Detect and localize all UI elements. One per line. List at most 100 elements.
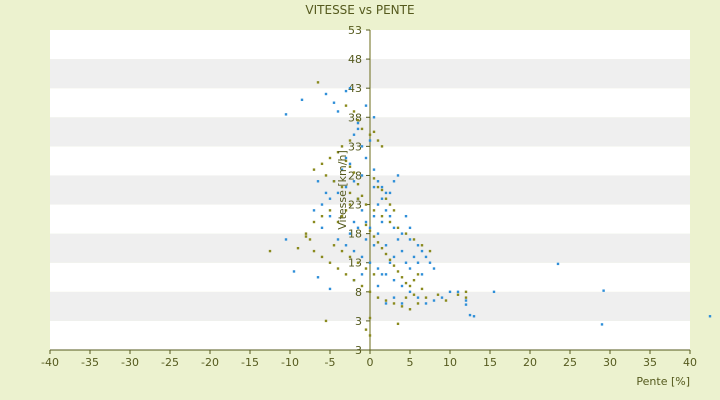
data-point [416,273,420,276]
data-point [400,284,404,288]
data-point [416,302,420,305]
data-point [356,197,360,200]
data-point [384,302,388,305]
data-point [416,244,420,247]
data-point [348,203,352,206]
data-point [388,261,392,264]
data-point [364,156,368,160]
data-point [340,145,344,148]
y-tick-label: 53 [348,24,362,37]
data-point [356,118,360,122]
data-point [408,308,412,311]
data-point [384,197,388,200]
data-point [360,127,364,131]
data-point [396,238,400,241]
data-point [400,276,404,279]
data-point [392,226,396,230]
data-point [324,174,328,177]
data-point [356,261,360,264]
x-tick-label: 40 [683,356,697,369]
data-point [316,180,320,183]
data-point [368,334,372,337]
x-tick-label: -5 [325,356,336,369]
data-point [344,273,348,276]
data-point [384,252,388,256]
data-point [356,127,360,131]
data-point [420,287,424,291]
x-tick-label: 10 [443,356,457,369]
data-point [404,261,408,264]
data-point [376,267,380,270]
data-point [352,133,356,136]
data-point [336,150,340,154]
x-tick-label: 15 [483,356,497,369]
data-point [420,244,424,247]
x-tick-label: -20 [201,356,219,369]
y-tick-label: 43 [348,82,362,95]
data-point [388,203,392,206]
y-tick-label: 8 [355,286,362,299]
data-point [416,296,420,299]
data-point [372,130,376,134]
data-point [404,232,408,235]
data-point [380,188,384,192]
data-point [368,316,372,320]
data-point [328,214,332,218]
data-point [456,290,460,294]
data-point [424,255,428,259]
data-point [360,194,364,198]
data-point [304,232,308,235]
data-point [336,110,340,113]
data-point [364,267,368,270]
data-point [344,185,348,189]
data-point [328,209,332,212]
data-point [388,258,392,262]
data-point [464,303,468,306]
chart-title: VITESSE vs PENTE [305,3,414,17]
data-point [356,226,360,230]
data-point [308,238,312,241]
data-point [340,185,344,189]
data-point [412,293,416,296]
data-point [376,180,380,183]
x-tick-label: 5 [407,356,414,369]
data-point [312,220,316,224]
y-axis-title: Vitesse [km/h] [336,150,349,230]
data-point [340,168,344,171]
data-point [324,191,328,195]
y-tick-label: 3 [355,315,362,328]
data-point [396,322,400,326]
data-point [356,121,360,125]
x-tick-label: 30 [603,356,617,369]
data-point [344,244,348,247]
data-point [396,226,400,230]
data-point [336,267,340,270]
data-point [296,246,300,250]
data-point [360,174,364,177]
x-tick-label: -10 [281,356,299,369]
data-point [332,244,336,247]
data-point [428,261,432,264]
data-point [348,162,352,166]
data-point [348,255,352,259]
data-point [304,235,308,238]
data-point [352,171,356,174]
data-point [464,296,468,299]
data-point [364,104,368,107]
data-point [380,185,384,189]
y-tick-label: 48 [348,53,362,66]
data-point [352,110,356,113]
data-point [372,273,376,276]
data-point [376,185,380,189]
data-point [340,249,344,253]
data-point [364,238,368,241]
data-point [380,214,384,218]
data-point [348,86,352,90]
y-tick-label: 28 [348,169,362,182]
data-point [368,229,372,232]
data-point [344,89,348,93]
data-point [380,145,384,148]
data-point [352,249,356,253]
data-point [340,214,344,218]
data-point [372,116,376,119]
